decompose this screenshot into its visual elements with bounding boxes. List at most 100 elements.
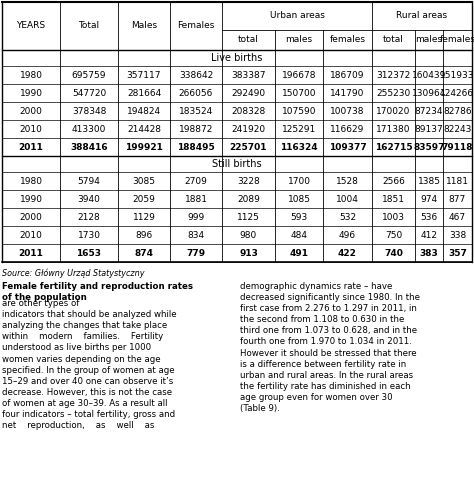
Text: 89137: 89137: [415, 125, 443, 134]
Text: 1730: 1730: [78, 231, 100, 240]
Text: 999: 999: [187, 212, 205, 221]
Text: Rural areas: Rural areas: [396, 11, 447, 20]
Text: Urban areas: Urban areas: [270, 11, 324, 20]
Text: 695759: 695759: [72, 70, 106, 80]
Text: 281664: 281664: [127, 89, 161, 98]
Text: 532: 532: [339, 212, 356, 221]
Text: 266056: 266056: [179, 89, 213, 98]
Text: 1990: 1990: [19, 89, 43, 98]
Text: females: females: [439, 36, 474, 45]
Text: 383: 383: [419, 248, 438, 257]
Text: 1980: 1980: [19, 70, 43, 80]
Text: 82243: 82243: [443, 125, 472, 134]
Text: Female fertility and reproduction rates
of the population: Female fertility and reproduction rates …: [2, 282, 193, 302]
Text: 547720: 547720: [72, 89, 106, 98]
Text: 2000: 2000: [19, 106, 43, 115]
Text: males: males: [415, 36, 443, 45]
Text: 896: 896: [136, 231, 153, 240]
Text: 1653: 1653: [76, 248, 101, 257]
Text: 974: 974: [420, 195, 438, 203]
Text: 740: 740: [384, 248, 403, 257]
Text: 312372: 312372: [376, 70, 410, 80]
Text: 3228: 3228: [237, 177, 260, 186]
Text: 779: 779: [186, 248, 206, 257]
Text: 2000: 2000: [19, 212, 43, 221]
Text: Females: Females: [177, 21, 215, 31]
Text: 378348: 378348: [72, 106, 106, 115]
Text: 1990: 1990: [19, 195, 43, 203]
Text: 109377: 109377: [328, 143, 366, 151]
Text: 214428: 214428: [127, 125, 161, 134]
Text: 141790: 141790: [330, 89, 365, 98]
Text: 83597: 83597: [413, 143, 445, 151]
Text: 388416: 388416: [70, 143, 108, 151]
Text: 1851: 1851: [382, 195, 405, 203]
Text: 100738: 100738: [330, 106, 365, 115]
Text: 125291: 125291: [282, 125, 316, 134]
Text: total: total: [238, 36, 259, 45]
Text: females: females: [329, 36, 365, 45]
Text: 877: 877: [449, 195, 466, 203]
Text: 292490: 292490: [231, 89, 265, 98]
Text: 170020: 170020: [376, 106, 410, 115]
Text: 338642: 338642: [179, 70, 213, 80]
Text: 188495: 188495: [177, 143, 215, 151]
Text: 2011: 2011: [18, 248, 44, 257]
Text: 834: 834: [187, 231, 205, 240]
Text: 2010: 2010: [19, 231, 43, 240]
Text: 750: 750: [385, 231, 402, 240]
Text: Still births: Still births: [212, 159, 262, 169]
Text: 255230: 255230: [376, 89, 410, 98]
Text: 162715: 162715: [374, 143, 412, 151]
Text: 1085: 1085: [288, 195, 310, 203]
Text: 87234: 87234: [415, 106, 443, 115]
Text: demographic dynamics rate – have
decreased significantly since 1980. In the
firs: demographic dynamics rate – have decreas…: [240, 282, 420, 413]
Text: 130964: 130964: [412, 89, 446, 98]
Text: 79118: 79118: [442, 143, 473, 151]
Text: are other types of
indicators that should be analyzed while
analyzing the change: are other types of indicators that shoul…: [2, 299, 177, 430]
Text: 980: 980: [240, 231, 257, 240]
Text: 2566: 2566: [382, 177, 405, 186]
Text: 1700: 1700: [288, 177, 310, 186]
Text: 1385: 1385: [418, 177, 440, 186]
Text: 2010: 2010: [19, 125, 43, 134]
Text: 151933: 151933: [440, 70, 474, 80]
Text: 5794: 5794: [78, 177, 100, 186]
Text: Source: Główny Urząd Statystyczny: Source: Główny Urząd Statystyczny: [2, 268, 145, 278]
Text: 1004: 1004: [336, 195, 359, 203]
Text: YEARS: YEARS: [17, 21, 46, 31]
Text: 183524: 183524: [179, 106, 213, 115]
Text: 1528: 1528: [336, 177, 359, 186]
Text: total: total: [383, 36, 404, 45]
Text: 107590: 107590: [282, 106, 316, 115]
Text: Live births: Live births: [211, 53, 263, 63]
Text: 383387: 383387: [231, 70, 266, 80]
Text: 1125: 1125: [237, 212, 260, 221]
Text: 2011: 2011: [18, 143, 44, 151]
Text: 2059: 2059: [133, 195, 155, 203]
Text: males: males: [285, 36, 312, 45]
Text: 1003: 1003: [382, 212, 405, 221]
Text: 196678: 196678: [282, 70, 316, 80]
Text: 1129: 1129: [133, 212, 155, 221]
Text: 194824: 194824: [127, 106, 161, 115]
Text: 338: 338: [449, 231, 466, 240]
Text: 116324: 116324: [280, 143, 318, 151]
Text: 422: 422: [338, 248, 357, 257]
Text: 1881: 1881: [184, 195, 208, 203]
Text: 593: 593: [291, 212, 308, 221]
Text: 199921: 199921: [125, 143, 163, 151]
Text: Males: Males: [131, 21, 157, 31]
Text: 171380: 171380: [376, 125, 411, 134]
Text: 2089: 2089: [237, 195, 260, 203]
Text: 208328: 208328: [231, 106, 265, 115]
Text: 2709: 2709: [184, 177, 208, 186]
Text: 913: 913: [239, 248, 258, 257]
Text: 357117: 357117: [127, 70, 161, 80]
Text: 124266: 124266: [440, 89, 474, 98]
Text: 150700: 150700: [282, 89, 316, 98]
Text: 484: 484: [291, 231, 308, 240]
Text: 412: 412: [420, 231, 438, 240]
Text: 874: 874: [135, 248, 154, 257]
Text: 2128: 2128: [78, 212, 100, 221]
